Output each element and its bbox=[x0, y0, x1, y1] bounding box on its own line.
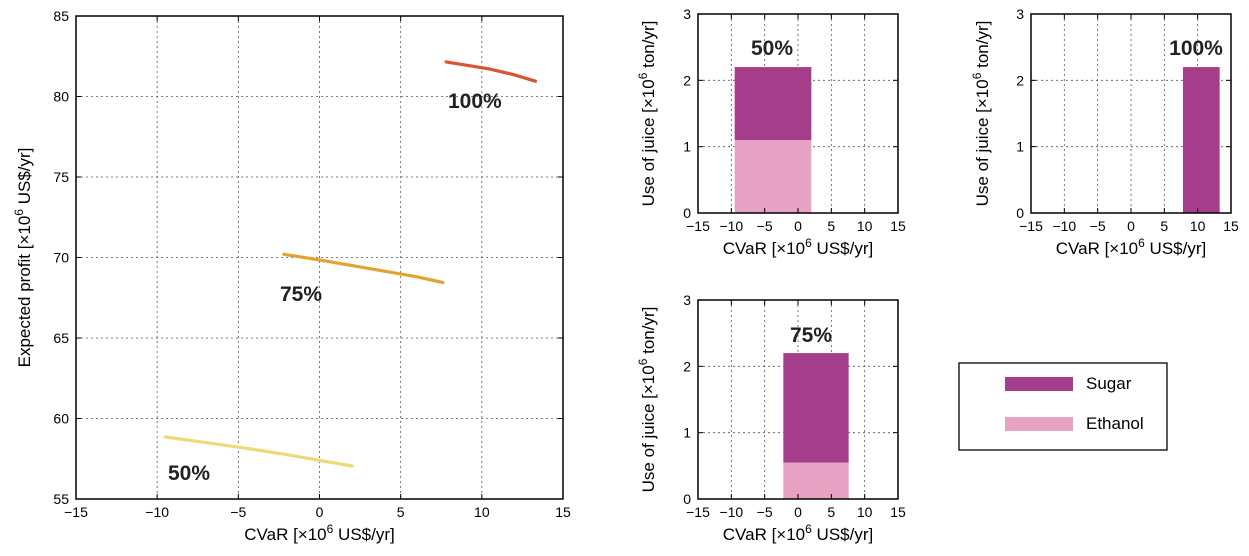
x-tick-label: 0 bbox=[794, 218, 802, 234]
bar-ethanol bbox=[783, 462, 849, 499]
legend-label-sugar: Sugar bbox=[1086, 374, 1132, 393]
y-tick-label: 3 bbox=[683, 6, 691, 22]
y-tick-label: 60 bbox=[53, 411, 69, 427]
bar-sugar bbox=[734, 67, 812, 141]
x-tick-label: 0 bbox=[316, 504, 324, 520]
x-tick-label: −15 bbox=[1019, 218, 1043, 234]
x-tick-label: 0 bbox=[794, 504, 802, 520]
y-axis-label: Use of juice [×106 ton/yr] bbox=[970, 21, 992, 207]
y-tick-label: 85 bbox=[53, 8, 69, 24]
x-tick-label: 5 bbox=[1160, 218, 1168, 234]
x-tick-label: 5 bbox=[827, 504, 835, 520]
y-tick-label: 70 bbox=[53, 250, 69, 266]
x-tick-label: 10 bbox=[474, 504, 490, 520]
y-axis-label: Use of juice [×106 ton/yr] bbox=[636, 21, 658, 207]
x-axis-label: CVaR [×106 US$/yr] bbox=[723, 522, 873, 544]
x-axis-label: CVaR [×106 US$/yr] bbox=[723, 236, 873, 258]
series-line-50pct bbox=[163, 435, 354, 468]
x-tick-label: 5 bbox=[397, 504, 405, 520]
y-axis-label: Expected profit [×106 US$/yr] bbox=[12, 148, 34, 368]
y-tick-label: 0 bbox=[683, 205, 691, 221]
y-tick-label: 3 bbox=[1016, 6, 1024, 22]
panel-label: 100% bbox=[1169, 37, 1223, 60]
x-tick-label: −5 bbox=[757, 504, 773, 520]
legend-frame bbox=[958, 362, 1168, 451]
y-tick-label: 3 bbox=[683, 292, 691, 308]
legend-label-ethanol: Ethanol bbox=[1086, 414, 1144, 433]
legend-swatch-sugar bbox=[1005, 377, 1073, 391]
y-tick-label: 0 bbox=[683, 491, 691, 507]
panel-label: 50% bbox=[751, 37, 793, 60]
y-tick-label: 2 bbox=[683, 358, 691, 374]
x-axis-label: CVaR [×106 US$/yr] bbox=[1056, 236, 1206, 258]
y-axis-label: Use of juice [×106 ton/yr] bbox=[636, 307, 658, 493]
y-tick-label: 0 bbox=[1016, 205, 1024, 221]
chart-juice_100: −15 −10 −5 0 5 10 15 0 1 2 3 CVaR [×106 US$/yr] Use … bbox=[970, 6, 1239, 258]
bar-sugar bbox=[783, 353, 849, 463]
x-tick-label: −5 bbox=[757, 218, 773, 234]
y-tick-label: 1 bbox=[683, 139, 691, 155]
y-tick-label: 80 bbox=[53, 89, 69, 105]
x-tick-label: −15 bbox=[686, 504, 710, 520]
x-tick-label: −15 bbox=[686, 218, 710, 234]
series-line-75pct bbox=[282, 252, 445, 285]
annotation-label: 50% bbox=[168, 462, 210, 485]
x-tick-label: 15 bbox=[555, 504, 571, 520]
legend: Sugar Ethanol bbox=[958, 362, 1168, 451]
x-tick-label: 15 bbox=[1223, 218, 1239, 234]
series-line-100pct bbox=[444, 60, 538, 83]
y-tick-label: 2 bbox=[1016, 72, 1024, 88]
chart-juice_50: −15 −10 −5 0 5 10 15 0 1 2 3 CVaR [×106 US$/yr] Use … bbox=[636, 6, 906, 258]
x-tick-label: −5 bbox=[1090, 218, 1106, 234]
y-tick-label: 1 bbox=[1016, 139, 1024, 155]
y-tick-label: 55 bbox=[53, 491, 69, 507]
panel-label: 75% bbox=[790, 324, 832, 347]
x-tick-label: 15 bbox=[890, 218, 906, 234]
x-tick-label: −15 bbox=[64, 504, 88, 520]
bar-ethanol bbox=[734, 140, 812, 213]
x-tick-label: 5 bbox=[827, 218, 835, 234]
annotation-label: 75% bbox=[280, 283, 322, 306]
y-tick-label: 75 bbox=[53, 169, 69, 185]
y-tick-label: 1 bbox=[683, 425, 691, 441]
x-tick-label: 15 bbox=[890, 504, 906, 520]
chart-juice_75: −15 −10 −5 0 5 10 15 0 1 2 3 CVaR [×106 US$/yr] Use … bbox=[636, 292, 906, 544]
x-tick-label: 10 bbox=[857, 504, 873, 520]
x-tick-label: −10 bbox=[145, 504, 169, 520]
annotation-label: 100% bbox=[448, 90, 502, 113]
x-tick-label: 0 bbox=[1127, 218, 1135, 234]
x-tick-label: −10 bbox=[719, 504, 743, 520]
x-tick-label: −10 bbox=[719, 218, 743, 234]
x-tick-label: −10 bbox=[1052, 218, 1076, 234]
x-tick-label: −5 bbox=[230, 504, 246, 520]
legend-swatch-ethanol bbox=[1005, 417, 1073, 431]
y-tick-label: 2 bbox=[683, 72, 691, 88]
x-tick-label: 10 bbox=[857, 218, 873, 234]
x-axis-label: CVaR [×106 US$/yr] bbox=[244, 522, 394, 544]
y-tick-label: 65 bbox=[53, 330, 69, 346]
x-tick-label: 10 bbox=[1190, 218, 1206, 234]
bar-sugar bbox=[1183, 67, 1220, 213]
chart-frontier: −15 −10 −5 0 5 10 15 55 60 65 70 75 80 85 CVaR [×106 U… bbox=[12, 8, 571, 544]
